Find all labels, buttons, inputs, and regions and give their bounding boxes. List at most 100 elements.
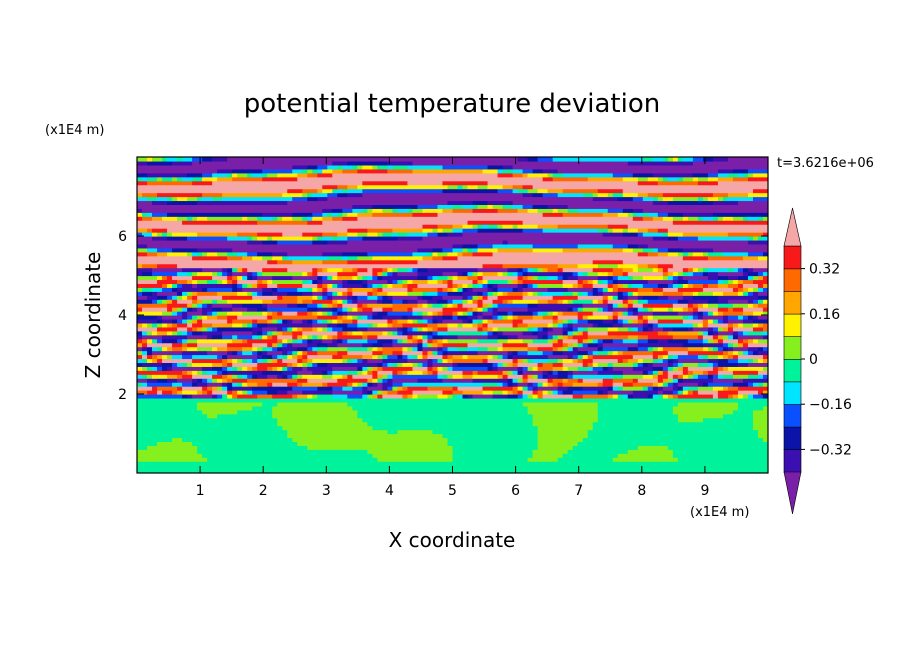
contour-cell <box>182 350 208 356</box>
contour-cell <box>742 311 754 316</box>
contour-cell <box>522 291 529 296</box>
contour-cell <box>677 366 684 371</box>
contour-cell <box>657 322 694 328</box>
contour-cell <box>262 303 268 308</box>
contour-cell <box>512 370 519 375</box>
contour-cell <box>192 291 198 296</box>
contour-cell <box>732 394 739 399</box>
contour-cell <box>242 267 248 273</box>
contour-cell <box>157 275 163 281</box>
contour-cell <box>282 366 288 371</box>
contour-cell <box>502 184 514 190</box>
contour-cell <box>712 291 724 296</box>
contour-cell <box>142 374 148 379</box>
contour-cell <box>667 275 674 281</box>
contour-cell <box>667 394 674 399</box>
contour-cell <box>382 330 388 336</box>
contour-cell <box>272 409 358 415</box>
contour-cell <box>607 271 614 277</box>
contour-cell <box>172 275 193 281</box>
contour-cell <box>437 318 444 324</box>
contour-cell <box>552 318 559 324</box>
contour-cell <box>612 283 619 288</box>
contour-cell <box>277 358 283 363</box>
contour-cell <box>172 366 203 371</box>
contour-cell <box>247 216 258 221</box>
contour-cell <box>647 394 654 399</box>
contour-cell <box>302 291 313 296</box>
contour-cell <box>367 208 373 213</box>
contour-cell <box>647 176 659 182</box>
contour-cell <box>192 315 198 320</box>
contour-cell <box>697 236 749 241</box>
contour-cell <box>412 311 419 316</box>
contour-cell <box>677 287 704 292</box>
contour-cell <box>427 291 439 296</box>
contour-cell <box>152 330 158 336</box>
contour-cell <box>272 236 313 241</box>
contour-cell <box>592 366 604 371</box>
contour-cell <box>322 216 333 221</box>
contour-cell <box>202 299 213 304</box>
contour-cell <box>177 330 183 336</box>
contour-cell <box>242 287 263 292</box>
contour-row <box>137 421 768 427</box>
contour-cell <box>392 164 409 170</box>
contour-cell <box>552 390 559 395</box>
contour-cell <box>152 291 158 296</box>
contour-cell <box>657 176 664 182</box>
contour-cell <box>492 318 514 324</box>
contour-cell <box>657 196 664 202</box>
contour-cell <box>547 374 559 379</box>
contour-cell <box>522 192 534 198</box>
contour-cell <box>577 354 584 360</box>
contour-cell <box>192 216 198 221</box>
contour-cell <box>302 271 308 277</box>
contour-cell <box>402 382 484 387</box>
contour-cell <box>342 315 348 320</box>
contour-cell <box>337 184 348 190</box>
contour-cell <box>182 318 188 324</box>
contour-cell <box>757 299 764 304</box>
contour-cell <box>637 251 649 257</box>
contour-cell <box>657 374 669 379</box>
contour-cell <box>142 322 148 328</box>
contour-cell <box>662 176 669 182</box>
contour-cell <box>197 326 203 332</box>
contour-cell <box>642 362 649 367</box>
contour-cell <box>447 232 464 237</box>
contour-cell <box>222 330 253 336</box>
contour-cell <box>172 176 178 182</box>
contour-cell <box>187 307 193 312</box>
contour-cell <box>207 390 213 395</box>
contour-cell <box>507 370 514 375</box>
contour-cell <box>732 354 739 360</box>
contour-cell <box>722 386 729 391</box>
contour-cell <box>532 192 544 198</box>
contour-cell <box>632 378 639 383</box>
contour-cell <box>312 346 318 352</box>
contour-cell <box>577 338 584 344</box>
contour-cell <box>227 271 233 277</box>
contour-cell <box>362 188 444 194</box>
contour-cell <box>247 307 258 312</box>
contour-cell <box>347 330 353 336</box>
contour-cell <box>162 366 168 371</box>
contour-cell <box>382 350 394 356</box>
contour-cell <box>757 287 764 292</box>
contour-cell <box>452 449 534 454</box>
contour-cell <box>597 228 609 233</box>
contour-cell <box>137 255 193 261</box>
contour-cell <box>287 303 298 308</box>
contour-cell <box>402 315 409 320</box>
contour-cell <box>597 350 609 356</box>
contour-cell <box>182 307 188 312</box>
contour-cell <box>567 330 574 336</box>
contour-cell <box>402 279 409 284</box>
contour-cell <box>377 271 383 277</box>
contour-cell <box>312 326 318 332</box>
contour-cell <box>677 374 684 379</box>
contour-cell <box>472 378 509 383</box>
contour-cell <box>732 374 749 379</box>
contour-cell <box>552 382 559 387</box>
